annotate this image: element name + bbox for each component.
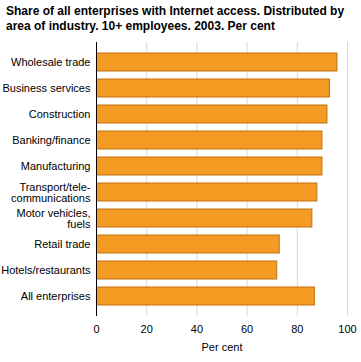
svg-text:Construction: Construction — [29, 108, 91, 120]
svg-text:Retail trade: Retail trade — [34, 238, 90, 250]
svg-text:80: 80 — [291, 323, 303, 335]
svg-text:Motor vehicles,fuels: Motor vehicles,fuels — [17, 207, 91, 230]
svg-text:0: 0 — [93, 323, 99, 335]
svg-text:Wholesale trade: Wholesale trade — [11, 56, 91, 68]
svg-text:100: 100 — [338, 323, 356, 335]
svg-text:20: 20 — [141, 323, 153, 335]
svg-text:Transport/tele-communications: Transport/tele-communications — [11, 181, 91, 204]
svg-text:All enterprises: All enterprises — [21, 290, 91, 302]
svg-text:60: 60 — [241, 323, 253, 335]
svg-text:Hotels/restaurants: Hotels/restaurants — [1, 264, 91, 276]
svg-text:Per cent: Per cent — [202, 341, 243, 353]
svg-text:Manufacturing: Manufacturing — [21, 160, 91, 172]
html-text:Share of all enterprises with: Share of all enterprises with Internet a… — [6, 4, 345, 33]
svg-text:Banking/finance: Banking/finance — [12, 134, 90, 146]
svg-text:Business services: Business services — [2, 82, 91, 94]
svg-text:40: 40 — [191, 323, 203, 335]
